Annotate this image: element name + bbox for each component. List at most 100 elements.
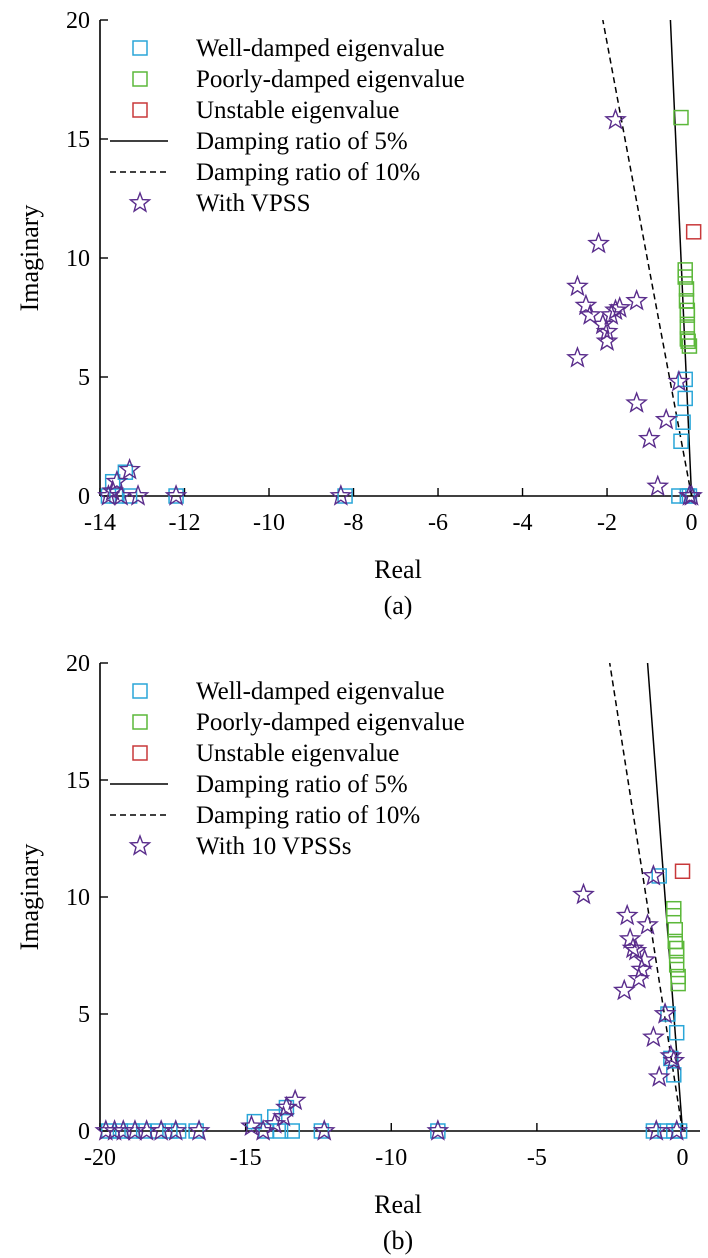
legend-label: Well-damped eigenvalue [196, 35, 445, 62]
legend-square-icon [132, 745, 148, 761]
vpss-star-marker [621, 936, 645, 959]
eigenvalue-square-marker [188, 1123, 204, 1139]
x-axis-label: Real [374, 1190, 422, 1219]
vpss-star-marker [618, 927, 642, 949]
legend-square-icon [132, 40, 148, 56]
eigenvalue-square-marker [677, 390, 693, 407]
vpss-star-marker [641, 1025, 665, 1048]
vpss-star-marker [633, 948, 657, 970]
eigenvalue-square-marker [685, 224, 702, 240]
vpss-star-marker [659, 1044, 683, 1066]
x-axis-label: Real [374, 555, 422, 584]
vpss-star-marker [578, 303, 602, 325]
vpss-star-marker [263, 1111, 287, 1134]
legend-label: Damping ratio of 10% [196, 802, 420, 829]
panel-b: -20 -15 -10 -5 0 0 5 10 15 20 Real Imaginary (b) Well… [15, 651, 700, 1255]
vpss-star-marker [647, 1065, 671, 1087]
x-tick-label: -5 [527, 1145, 547, 1171]
vpss-star-marker [667, 369, 691, 392]
vpss-star-marker [164, 484, 188, 506]
vpss-star-marker [312, 1119, 336, 1141]
vpss-star-marker [637, 426, 661, 449]
eigenvalue-square-marker [430, 1123, 446, 1139]
vpss-star-marker [646, 474, 670, 497]
vpss-star-marker [587, 231, 610, 254]
y-tick-label: 5 [78, 1002, 90, 1028]
vpss-star-marker [566, 274, 589, 297]
eigenvalue-square-marker [168, 488, 184, 504]
y-tick-label: 20 [66, 651, 90, 677]
eigenvalue-square-marker [284, 1123, 300, 1139]
y-tick-label: 0 [78, 484, 90, 510]
legend-square-icon [132, 102, 148, 118]
eigenvalue-square-marker [121, 488, 138, 504]
legend-label: Well-damped eigenvalue [196, 678, 445, 705]
vpss-star-marker [636, 913, 659, 935]
legend-label: Poorly-damped eigenvalue [196, 66, 465, 93]
legend-square-icon [132, 683, 148, 699]
x-tick-label: -10 [253, 510, 285, 536]
legend-label: With VPSS [196, 190, 311, 217]
panel-caption: (a) [384, 591, 413, 620]
eigenvalue-square-marker [170, 1123, 187, 1139]
eigenvalue-square-marker [671, 1123, 688, 1139]
vpss-star-marker [329, 483, 353, 506]
damping-10-line [602, 20, 693, 496]
legend: Well-damped eigenvalue Poorly-damped eige… [110, 35, 465, 217]
y-axis-label: Imaginary [15, 844, 44, 951]
vpss-star-marker [105, 469, 129, 492]
damping-10-line [608, 663, 684, 1131]
legend-label: Damping ratio of 5% [196, 771, 408, 798]
y-tick-label: 5 [78, 365, 90, 391]
legend-label: With 10 VPSSs [196, 833, 352, 860]
legend-label: Unstable eigenvalue [196, 740, 399, 767]
legend-label: Poorly-damped eigenvalue [196, 709, 465, 736]
y-tick-label: 15 [66, 768, 90, 794]
eigenvalue-square-marker [124, 1123, 140, 1139]
eigenvalue-square-marker [677, 269, 693, 285]
y-tick-label: 15 [66, 127, 90, 153]
legend-label: Unstable eigenvalue [196, 97, 399, 124]
x-tick-label: -6 [428, 510, 448, 536]
eigenvalue-square-marker [278, 1099, 295, 1116]
vpss-star-marker [103, 1119, 126, 1141]
eigenvalue-square-marker [673, 433, 689, 450]
panel-a: -14 -12 -10 -8 -6 -4 -2 0 0 5 10 15 20 Real Imaginary (… [15, 8, 703, 620]
eigenvalue-square-marker [668, 957, 685, 973]
eigenvalue-square-marker [674, 863, 691, 880]
vpss-star-marker [612, 978, 636, 1001]
vpss-star-marker [595, 329, 619, 352]
eigenvalue-square-marker [679, 307, 696, 323]
eigenvalue-square-marker [663, 1050, 679, 1067]
vpss-star-marker [164, 1119, 188, 1141]
legend-star-icon [128, 834, 152, 856]
vpss-star-marker [654, 407, 678, 430]
y-tick-label: 10 [66, 246, 90, 272]
vpss-star-marker [608, 295, 632, 318]
vpss-star-marker [126, 484, 150, 506]
vpss-star-marker [615, 903, 639, 926]
legend-square-icon [132, 71, 148, 87]
legend: Well-damped eigenvalue Poorly-damped eige… [110, 678, 465, 860]
eigenvalue-square-marker [313, 1123, 330, 1139]
vpss-star-marker [641, 863, 665, 886]
x-tick-label: -4 [513, 510, 533, 536]
eigenvalue-square-marker [673, 109, 689, 126]
x-tick-label: 0 [686, 510, 698, 536]
x-tick-label: -12 [169, 510, 201, 536]
vpss-star-marker [599, 303, 623, 325]
y-axis-label: Imaginary [15, 205, 44, 312]
eigenvalue-square-marker [645, 1123, 662, 1139]
eigenvalue-square-marker [668, 947, 685, 964]
vpss-star-marker [625, 288, 649, 311]
eigenvalue-square-marker [681, 338, 698, 354]
vpss-star-marker [272, 1104, 295, 1127]
vpss-star-marker [665, 1119, 689, 1141]
vpss-star-marker [574, 293, 598, 316]
panel-caption: (b) [383, 1226, 413, 1255]
y-tick-label: 10 [66, 885, 90, 911]
vpss-star-marker [187, 1119, 211, 1141]
legend-square-icon [132, 714, 148, 730]
vpss-star-marker [240, 1114, 263, 1137]
